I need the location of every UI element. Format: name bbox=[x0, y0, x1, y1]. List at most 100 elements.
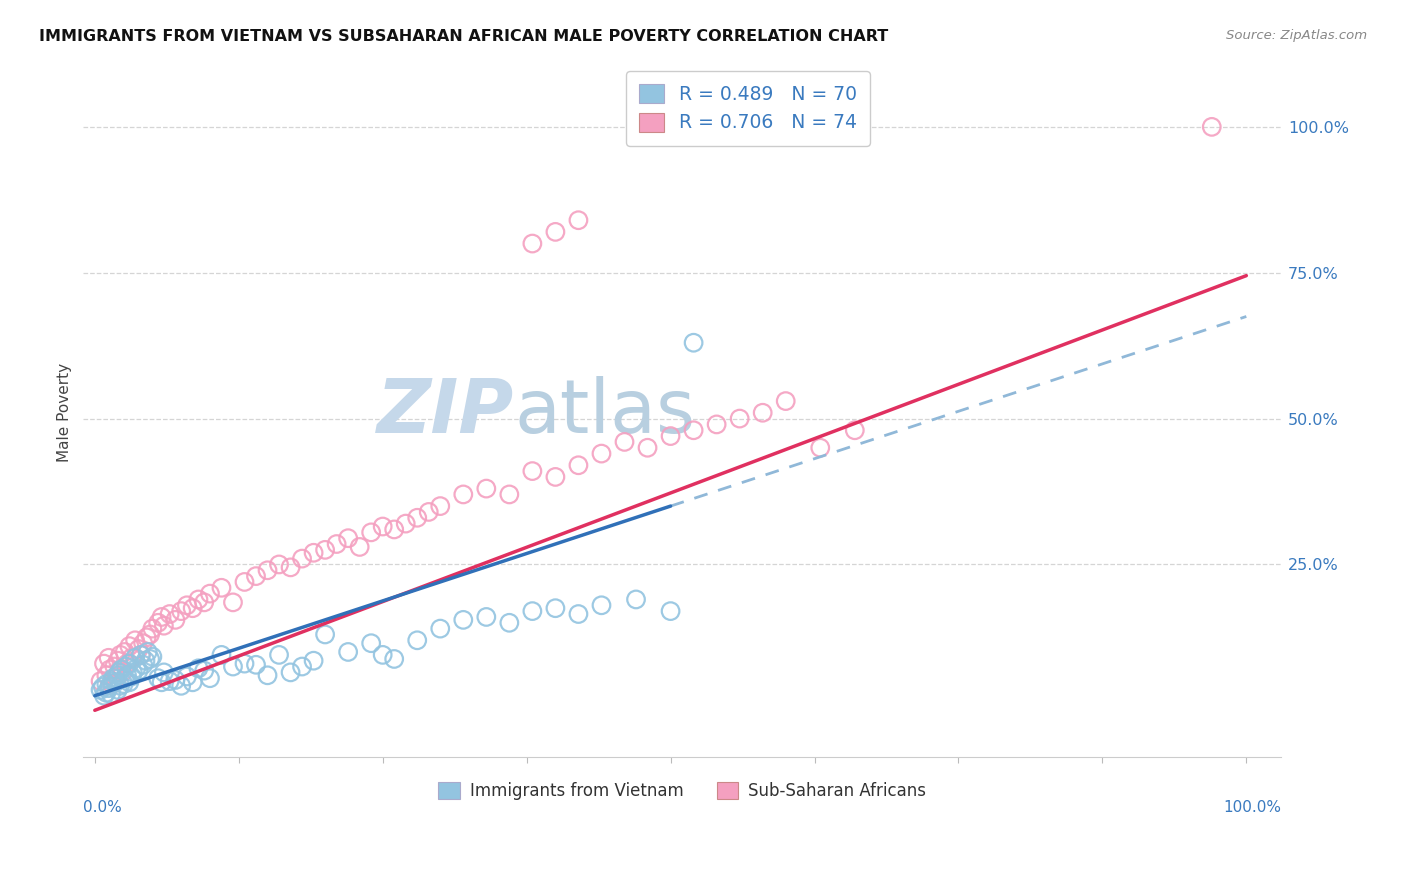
Point bbox=[114, 671, 136, 685]
Point bbox=[108, 648, 131, 662]
Point bbox=[567, 458, 589, 473]
Point bbox=[706, 417, 728, 432]
Point bbox=[97, 681, 120, 695]
Point bbox=[360, 525, 382, 540]
Point bbox=[141, 622, 163, 636]
Point bbox=[198, 671, 221, 685]
Point bbox=[97, 650, 120, 665]
Point bbox=[544, 601, 567, 615]
Point bbox=[108, 665, 131, 680]
Point bbox=[291, 551, 314, 566]
Point bbox=[159, 607, 181, 621]
Point bbox=[176, 599, 198, 613]
Point bbox=[121, 650, 143, 665]
Point bbox=[291, 659, 314, 673]
Point bbox=[139, 652, 162, 666]
Point bbox=[591, 447, 613, 461]
Point bbox=[90, 682, 112, 697]
Text: 100.0%: 100.0% bbox=[1223, 799, 1281, 814]
Point bbox=[522, 464, 544, 478]
Point bbox=[267, 558, 290, 572]
Point bbox=[187, 592, 209, 607]
Point bbox=[96, 677, 118, 691]
Point bbox=[146, 671, 169, 685]
Point bbox=[111, 665, 134, 680]
Legend: Immigrants from Vietnam, Sub-Saharan Africans: Immigrants from Vietnam, Sub-Saharan Afr… bbox=[432, 776, 934, 807]
Point bbox=[107, 668, 129, 682]
Point bbox=[418, 505, 440, 519]
Point bbox=[682, 335, 704, 350]
Point bbox=[302, 546, 325, 560]
Point bbox=[135, 631, 157, 645]
Y-axis label: Male Poverty: Male Poverty bbox=[58, 363, 72, 462]
Point bbox=[222, 659, 245, 673]
Point bbox=[453, 613, 475, 627]
Point bbox=[406, 510, 429, 524]
Point bbox=[475, 482, 498, 496]
Point bbox=[659, 429, 682, 443]
Point bbox=[121, 665, 143, 680]
Point bbox=[98, 663, 121, 677]
Point bbox=[382, 523, 405, 537]
Point bbox=[110, 663, 132, 677]
Point bbox=[159, 674, 181, 689]
Point bbox=[115, 668, 138, 682]
Point bbox=[101, 674, 124, 689]
Point bbox=[115, 657, 138, 671]
Point bbox=[107, 654, 129, 668]
Point bbox=[101, 677, 124, 691]
Point bbox=[429, 622, 451, 636]
Point bbox=[100, 687, 122, 701]
Point bbox=[136, 645, 159, 659]
Point bbox=[187, 661, 209, 675]
Point bbox=[844, 423, 866, 437]
Point bbox=[193, 595, 215, 609]
Point bbox=[567, 607, 589, 621]
Point bbox=[808, 441, 831, 455]
Point bbox=[337, 531, 360, 545]
Point bbox=[544, 470, 567, 484]
Point bbox=[93, 657, 115, 671]
Point bbox=[103, 659, 125, 673]
Point bbox=[128, 642, 150, 657]
Point bbox=[129, 648, 152, 662]
Point bbox=[475, 610, 498, 624]
Point bbox=[128, 664, 150, 678]
Point bbox=[118, 639, 141, 653]
Point bbox=[139, 627, 162, 641]
Point bbox=[132, 636, 155, 650]
Point bbox=[453, 487, 475, 501]
Point bbox=[591, 599, 613, 613]
Point bbox=[93, 689, 115, 703]
Text: IMMIGRANTS FROM VIETNAM VS SUBSAHARAN AFRICAN MALE POVERTY CORRELATION CHART: IMMIGRANTS FROM VIETNAM VS SUBSAHARAN AF… bbox=[39, 29, 889, 44]
Point bbox=[104, 675, 127, 690]
Point bbox=[170, 604, 193, 618]
Point bbox=[108, 679, 131, 693]
Point bbox=[181, 675, 204, 690]
Point bbox=[314, 627, 336, 641]
Point bbox=[198, 586, 221, 600]
Point bbox=[325, 537, 347, 551]
Point bbox=[233, 574, 256, 589]
Point bbox=[280, 560, 302, 574]
Point bbox=[245, 569, 267, 583]
Point bbox=[132, 657, 155, 672]
Text: ZIP: ZIP bbox=[377, 376, 515, 450]
Point bbox=[124, 633, 146, 648]
Point bbox=[382, 652, 405, 666]
Point bbox=[659, 604, 682, 618]
Text: atlas: atlas bbox=[515, 376, 696, 450]
Point bbox=[1201, 120, 1223, 134]
Point bbox=[170, 679, 193, 693]
Point bbox=[90, 674, 112, 689]
Point bbox=[567, 213, 589, 227]
Point bbox=[233, 657, 256, 671]
Point bbox=[181, 601, 204, 615]
Point bbox=[165, 613, 187, 627]
Point bbox=[150, 675, 173, 690]
Point bbox=[103, 671, 125, 685]
Text: Source: ZipAtlas.com: Source: ZipAtlas.com bbox=[1226, 29, 1367, 42]
Point bbox=[124, 650, 146, 665]
Point bbox=[371, 648, 394, 662]
Point bbox=[153, 665, 176, 680]
